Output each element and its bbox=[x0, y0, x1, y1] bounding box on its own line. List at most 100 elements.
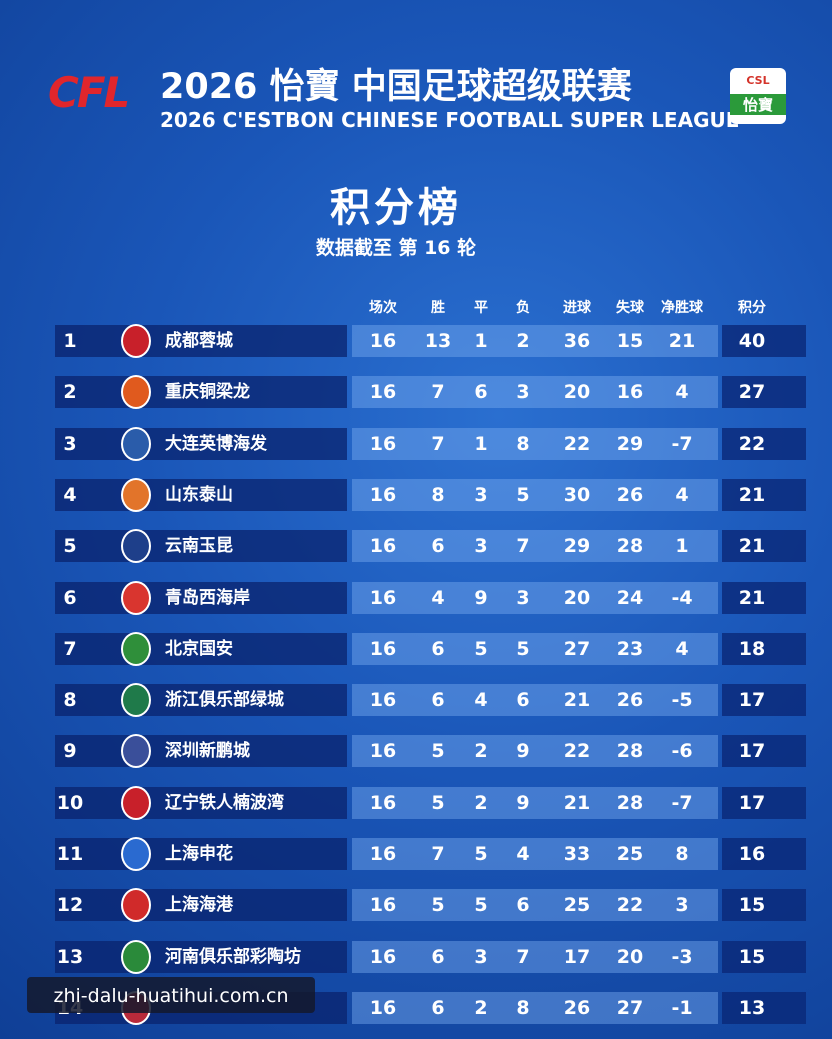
stat: 16 bbox=[369, 894, 397, 917]
stats-bar bbox=[352, 530, 718, 563]
stat: 4 bbox=[675, 637, 689, 660]
points-bar bbox=[722, 376, 806, 409]
stat: 24 bbox=[616, 586, 644, 609]
stat: 27 bbox=[738, 381, 766, 404]
rank: 11 bbox=[56, 843, 84, 865]
stat: -4 bbox=[671, 586, 693, 609]
rank: 8 bbox=[63, 689, 77, 712]
stat: 1 bbox=[474, 330, 488, 352]
stat: 3 bbox=[474, 535, 488, 558]
team-name: 大连英博海发 bbox=[165, 433, 267, 454]
stats-bar bbox=[352, 478, 718, 511]
heading-sub: 数据截至 第 16 轮 bbox=[315, 237, 477, 259]
stat: 28 bbox=[616, 740, 644, 763]
stat: 6 bbox=[431, 945, 445, 968]
stat: 1 bbox=[675, 535, 689, 558]
name-bar bbox=[55, 889, 347, 922]
stat: 22 bbox=[563, 740, 591, 763]
stat: 16 bbox=[369, 996, 397, 1019]
stat: 17 bbox=[738, 740, 766, 763]
heading: 积分榜 bbox=[330, 185, 462, 231]
team-logo bbox=[121, 888, 151, 923]
stat: 16 bbox=[369, 791, 397, 814]
stat: 17 bbox=[738, 689, 766, 712]
stat: 4 bbox=[675, 381, 689, 404]
stat: 29 bbox=[616, 432, 644, 455]
team-logo bbox=[121, 529, 151, 564]
rank: 13 bbox=[56, 945, 84, 968]
stat: 8 bbox=[516, 996, 530, 1019]
stats-bar bbox=[352, 735, 718, 768]
stat: 21 bbox=[738, 483, 766, 506]
name-bar bbox=[55, 684, 347, 717]
name-bar bbox=[55, 581, 347, 614]
stat: 21 bbox=[738, 535, 766, 558]
name-bar bbox=[55, 325, 347, 357]
stat: 6 bbox=[516, 689, 530, 712]
stat: 18 bbox=[738, 637, 766, 660]
stat: 5 bbox=[516, 637, 530, 660]
team-name: 辽宁铁人楠波湾 bbox=[165, 792, 284, 813]
stat: 2 bbox=[516, 330, 530, 352]
column-header: 负 bbox=[516, 300, 530, 316]
stat: 9 bbox=[474, 586, 488, 609]
stats-bar bbox=[352, 581, 718, 614]
stat: 40 bbox=[738, 330, 766, 352]
stat: -5 bbox=[671, 689, 693, 712]
column-header: 进球 bbox=[563, 300, 591, 316]
stat: 16 bbox=[369, 330, 397, 352]
stat: 5 bbox=[474, 637, 488, 660]
points-bar bbox=[722, 632, 806, 665]
stat: 7 bbox=[431, 843, 445, 865]
badge-text: CSL bbox=[746, 74, 770, 87]
badge-text: 怡寶 bbox=[730, 94, 786, 115]
stat: 20 bbox=[616, 945, 644, 968]
stat: 5 bbox=[516, 483, 530, 506]
team-logo bbox=[121, 426, 151, 461]
stats-bar bbox=[352, 991, 718, 1024]
stat: 2 bbox=[474, 791, 488, 814]
points-bar bbox=[722, 889, 806, 922]
stat: 9 bbox=[516, 740, 530, 763]
cfl-logo: CFL bbox=[48, 68, 130, 117]
team-logo bbox=[121, 837, 151, 871]
team-logo bbox=[121, 477, 151, 512]
stat: 29 bbox=[563, 535, 591, 558]
stat: 3 bbox=[516, 381, 530, 404]
stats-bar bbox=[352, 838, 718, 870]
stat: 28 bbox=[616, 535, 644, 558]
stat: 8 bbox=[516, 432, 530, 455]
team-name: 上海海港 bbox=[165, 895, 233, 916]
stat: 23 bbox=[616, 637, 644, 660]
stat: 16 bbox=[369, 945, 397, 968]
stat: 3 bbox=[474, 945, 488, 968]
stat: 33 bbox=[563, 843, 591, 865]
column-header: 积分 bbox=[738, 300, 766, 316]
team-logo bbox=[121, 683, 151, 718]
team-name: 北京国安 bbox=[165, 638, 233, 659]
stat: 7 bbox=[516, 945, 530, 968]
stat: 16 bbox=[369, 483, 397, 506]
stat: 13 bbox=[424, 330, 452, 352]
column-header: 净胜球 bbox=[661, 300, 703, 316]
points-bar bbox=[722, 786, 806, 819]
stat: 26 bbox=[616, 483, 644, 506]
stat: 15 bbox=[738, 945, 766, 968]
rank: 3 bbox=[63, 432, 77, 455]
stat: 16 bbox=[369, 843, 397, 865]
stat: 17 bbox=[563, 945, 591, 968]
stat: 6 bbox=[431, 689, 445, 712]
stat: 8 bbox=[431, 483, 445, 506]
name-bar bbox=[55, 786, 347, 819]
column-header: 平 bbox=[474, 300, 488, 316]
stat: 7 bbox=[431, 381, 445, 404]
rank: 6 bbox=[63, 586, 77, 609]
stat: 8 bbox=[675, 843, 689, 865]
stat: 5 bbox=[431, 894, 445, 917]
team-logo bbox=[121, 785, 151, 820]
stat: 16 bbox=[369, 689, 397, 712]
points-bar bbox=[722, 684, 806, 717]
name-bar bbox=[55, 478, 347, 511]
column-header: 失球 bbox=[616, 300, 644, 316]
